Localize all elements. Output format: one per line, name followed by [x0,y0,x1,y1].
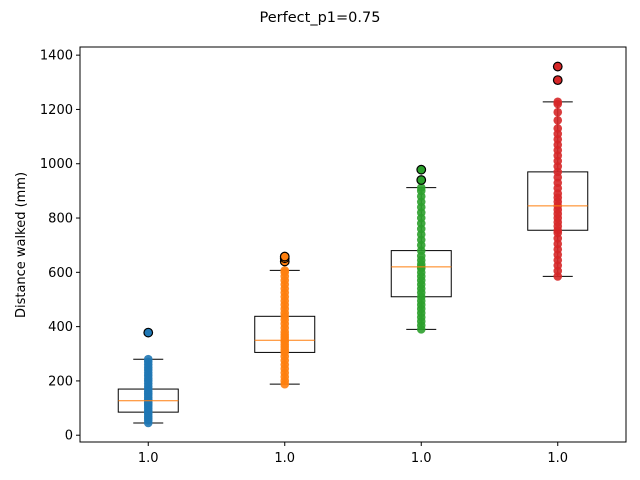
y-tick-label: 600 [48,266,73,281]
y-tick-label: 400 [48,320,73,335]
data-point [553,115,563,125]
data-point [553,107,563,117]
y-tick-label: 1000 [40,157,73,172]
y-tick-label: 1400 [40,49,73,64]
x-tick-label: 1.0 [274,451,295,466]
y-tick-label: 0 [65,429,73,444]
x-tick-label: 1.0 [547,451,568,466]
data-point [553,124,563,133]
data-point [280,266,290,275]
plot-area: 0 200 400 600 800 1000 1200 1400 1.0 1.0 1.0 1.0 [40,49,589,466]
x-tick-label: 1.0 [138,451,159,466]
x-tick-label: 1.0 [411,451,432,466]
outlier-point [279,251,290,262]
outlier-point [416,164,427,175]
outlier-point [552,61,563,72]
y-axis-label: Distance walked (mm) [14,172,29,318]
y-tick-label: 1200 [40,103,73,118]
y-tick-label: 200 [48,374,73,389]
outlier-point [416,175,427,185]
chart-title: Perfect_p1=0.75 [260,10,381,26]
data-point [553,97,563,107]
y-tick-label: 800 [48,212,73,227]
data-point [416,183,426,192]
outlier-point [552,75,563,86]
axes-frame [79,46,627,443]
outlier-point [143,327,154,338]
data-point [143,354,153,364]
